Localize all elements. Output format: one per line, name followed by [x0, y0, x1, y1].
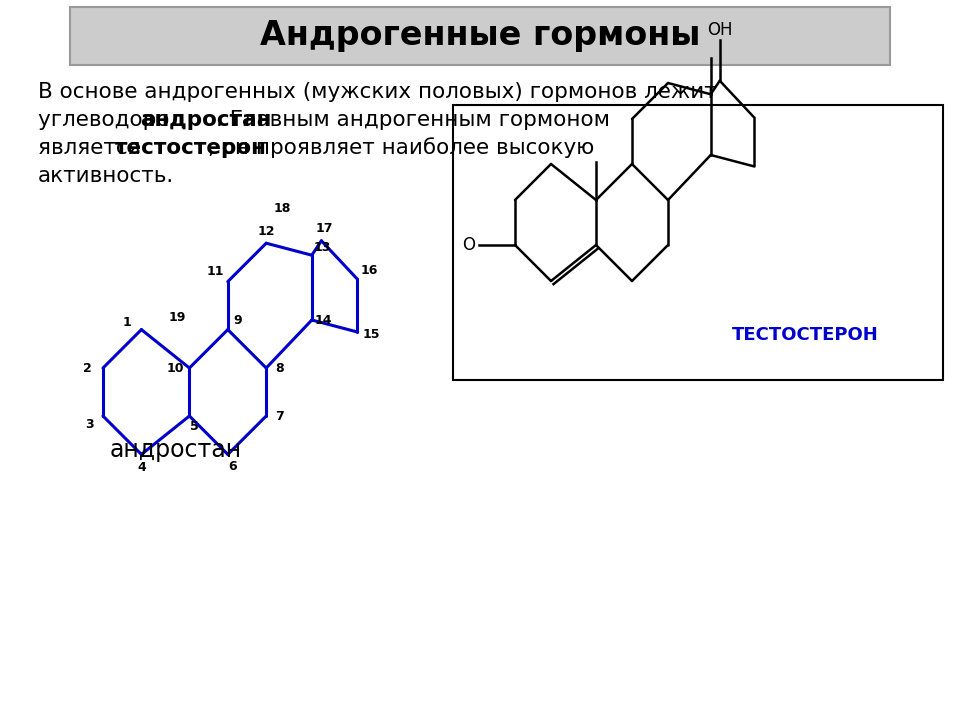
Text: является: является [38, 138, 148, 158]
Text: тестостерон: тестостерон [114, 138, 266, 158]
Text: 1: 1 [123, 316, 132, 329]
Text: O: O [463, 236, 475, 254]
Text: 16: 16 [361, 264, 378, 276]
Text: андростан: андростан [110, 438, 242, 462]
Text: 3: 3 [85, 418, 94, 431]
Text: 15: 15 [363, 328, 380, 341]
Text: OH: OH [707, 22, 732, 40]
Text: углеводород: углеводород [38, 110, 191, 130]
Text: 7: 7 [275, 410, 283, 423]
Text: 12: 12 [257, 225, 275, 238]
Text: , он проявляет наиболее высокую: , он проявляет наиболее высокую [208, 138, 594, 158]
Text: 10: 10 [167, 361, 184, 374]
Text: андростан: андростан [140, 110, 272, 130]
Text: 13: 13 [313, 240, 330, 253]
Text: 19: 19 [169, 311, 186, 324]
Text: 11: 11 [207, 265, 225, 278]
Text: 9: 9 [233, 314, 242, 327]
Text: ТЕСТОСТЕРОН: ТЕСТОСТЕРОН [732, 326, 878, 344]
Text: 8: 8 [275, 361, 283, 374]
Text: 5: 5 [190, 420, 199, 433]
Bar [70, 7, 890, 65]
Text: 14: 14 [315, 313, 332, 326]
Text: 17: 17 [316, 222, 333, 235]
Text: 6: 6 [228, 460, 237, 473]
Text: В основе андрогенных (мужских половых) гормонов лежит: В основе андрогенных (мужских половых) г… [38, 82, 717, 102]
Text: . Главным андрогенным гормоном: . Главным андрогенным гормоном [217, 110, 611, 130]
Text: 18: 18 [274, 202, 291, 215]
Text: активность.: активность. [38, 166, 175, 186]
Text: 4: 4 [137, 461, 146, 474]
Bar [453, 105, 943, 380]
Text: 2: 2 [83, 361, 91, 374]
Text: Андрогенные гормоны: Андрогенные гормоны [260, 19, 700, 53]
